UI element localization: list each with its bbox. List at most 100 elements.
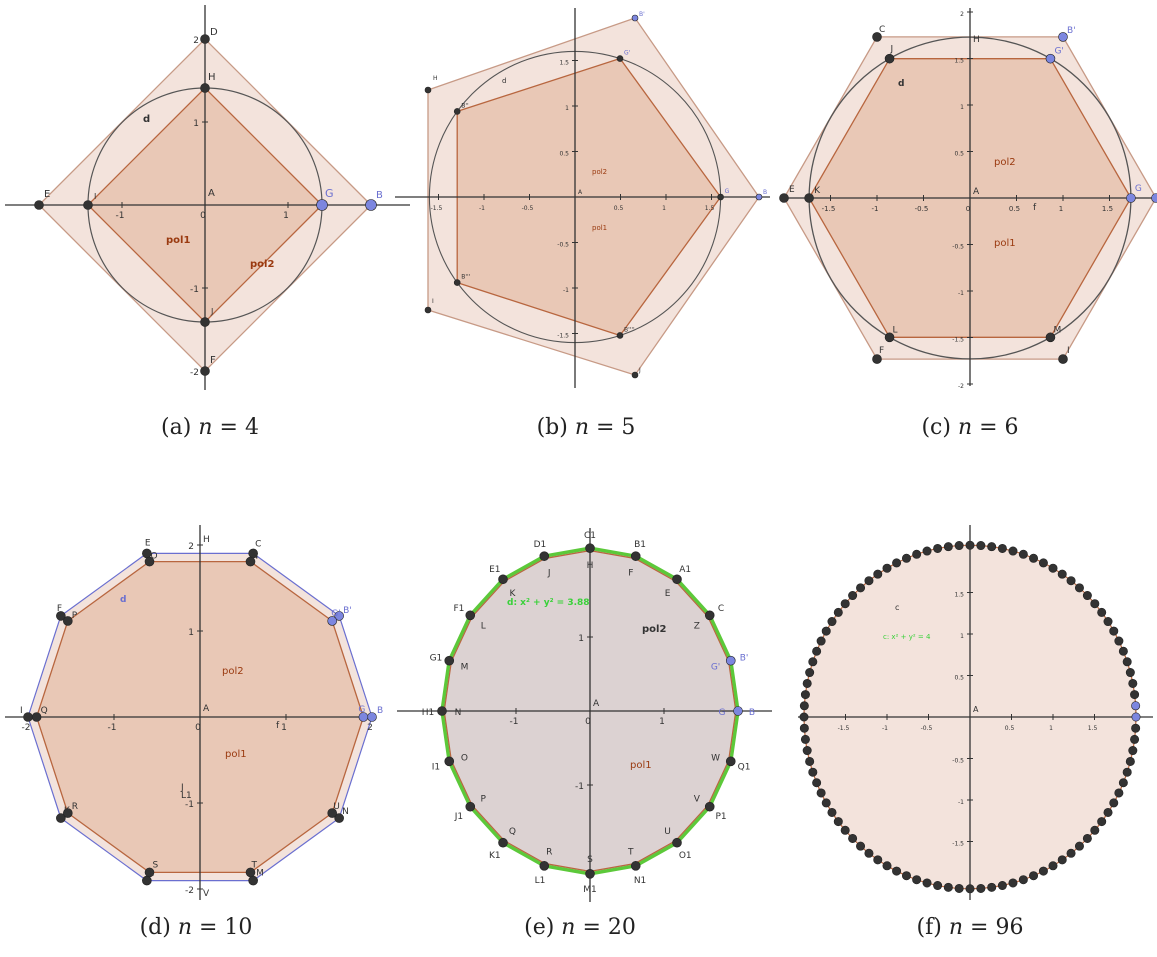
f-x-tick-label: 1 bbox=[1049, 725, 1053, 732]
inner-vertex-label-d: T bbox=[250, 860, 257, 870]
vertex-f bbox=[805, 756, 815, 766]
b-y-tick-label: 0.5 bbox=[559, 151, 569, 158]
c-y-tick-label: 0.5 bbox=[954, 151, 964, 158]
caption-e-var: n bbox=[561, 915, 576, 940]
e-x-tick-label: 0 bbox=[585, 717, 591, 727]
outer-vertex-label-b: J bbox=[638, 367, 641, 374]
outer-vertex-c bbox=[872, 32, 882, 42]
figure-b-svg: -1.5 -1 -0.5 0.5 1 1.5 1.5 1 0.5 -0.5 -1 -1.5 pol2 po… bbox=[395, 8, 770, 388]
inner-vertex-d bbox=[63, 808, 73, 818]
inner-vertex-d bbox=[31, 712, 42, 722]
outer-vertex-b bbox=[424, 306, 432, 314]
vertex-f bbox=[892, 866, 902, 876]
vertex-f bbox=[827, 617, 837, 627]
vertex-f bbox=[1130, 690, 1140, 700]
vertex-label-inner-e: R bbox=[546, 848, 552, 858]
vertex-f bbox=[1109, 626, 1119, 636]
a-x-tick-label: 1 bbox=[283, 211, 289, 221]
inner-vertex-label-c: L bbox=[893, 325, 898, 335]
outer-vertex-label-d: B bbox=[377, 706, 383, 716]
vertex-f bbox=[882, 563, 892, 573]
vertex-label-outer-e: C bbox=[718, 604, 724, 614]
caption-b-prefix: (b) bbox=[536, 415, 568, 440]
outer-vertex-label-c: B' bbox=[1067, 26, 1076, 36]
vertex-e bbox=[630, 551, 641, 561]
vertex-f bbox=[1038, 558, 1048, 568]
outer-label-c: pol1 bbox=[994, 238, 1016, 249]
vertex-label-b-a: B bbox=[376, 190, 383, 201]
vertex-e bbox=[539, 861, 550, 871]
vertex-f bbox=[965, 540, 975, 550]
panel-c: -1.5 -1 -0.5 0 0.5 1 1.5 2 1.5 1 0.5 -0.5 -1 -1.5 -2 po… bbox=[779, 0, 1157, 390]
outer-vertex-label-d: K bbox=[64, 806, 71, 816]
vertex-label-outer-e: J1 bbox=[454, 812, 463, 822]
f-y-tick-label: 0.5 bbox=[954, 675, 964, 682]
vertex-f bbox=[800, 690, 810, 700]
inner-vertex-b bbox=[616, 332, 624, 339]
vertex-e bbox=[672, 574, 682, 585]
inner-vertex-c bbox=[884, 53, 895, 64]
caption-e-prefix: (e) bbox=[524, 915, 555, 940]
top-label-d: H bbox=[203, 535, 210, 545]
inner-vertex-d bbox=[144, 556, 155, 567]
vertex-label-inner-e: K bbox=[509, 589, 516, 599]
vertex-f bbox=[808, 657, 818, 667]
caption-e: (e) n = 20 bbox=[460, 915, 700, 940]
vertex-f bbox=[873, 569, 883, 579]
caption-f-eq: = 96 bbox=[970, 915, 1024, 940]
vertex-f bbox=[1008, 546, 1018, 556]
vertex-f bbox=[943, 882, 953, 892]
vertex-f bbox=[1125, 668, 1135, 678]
figure-f-svg: -1.5 -1 -0.5 0.5 1 1.5 1.5 1 0.5 -0.5 -1 -1.5 c: x² … bbox=[798, 525, 1153, 900]
vertex-e bbox=[704, 610, 715, 621]
vertex-f bbox=[840, 825, 850, 835]
vertex-f bbox=[799, 701, 809, 711]
outer-vertex-label-d: I bbox=[20, 706, 23, 716]
inner-vertex-label-c: G' bbox=[1054, 47, 1063, 57]
caption-c-var: n bbox=[957, 415, 973, 440]
outer-vertex-d bbox=[23, 712, 33, 722]
vertex-f bbox=[799, 712, 809, 722]
origin-label-e: A bbox=[593, 699, 600, 709]
vertex-label-inner-e: E bbox=[665, 589, 671, 599]
inner-vertex-c bbox=[1045, 332, 1056, 343]
vertex-f bbox=[912, 549, 922, 559]
vertex-e bbox=[498, 837, 508, 848]
vertex-label-outer-e: N1 bbox=[634, 876, 646, 886]
outer-vertex-label-b: I bbox=[432, 298, 434, 305]
outer-vertex-label-d: E bbox=[145, 538, 151, 548]
inner-label-c: pol2 bbox=[994, 157, 1016, 168]
vertex-f bbox=[848, 833, 858, 843]
vertex-label-i-a: I bbox=[94, 192, 96, 201]
vertex-label-outer-e: C1 bbox=[584, 531, 596, 541]
vertex-e bbox=[539, 551, 550, 561]
vertex-f bbox=[1122, 657, 1132, 667]
vertex-f bbox=[816, 636, 826, 646]
vertex-label-outer-e: F1 bbox=[453, 604, 464, 614]
a-y-tick-label: 2 bbox=[193, 36, 199, 46]
f-y-tick-label: 1.5 bbox=[954, 592, 964, 599]
vertex-f bbox=[901, 871, 911, 881]
inner-vertex-label-c: K bbox=[814, 186, 821, 196]
caption-a: (a) n = 4 bbox=[90, 415, 330, 440]
vertex-label-inner-e: F bbox=[628, 568, 633, 578]
vertex-f bbox=[1057, 855, 1067, 865]
vertex-f bbox=[892, 558, 902, 568]
vertex-f bbox=[922, 546, 932, 556]
caption-d-prefix: (d) bbox=[139, 915, 171, 940]
vertex-f bbox=[1118, 778, 1128, 788]
figure-c-svg: -1.5 -1 -0.5 0 0.5 1 1.5 2 1.5 1 0.5 -0.5 -1 -1.5 -2 po… bbox=[779, 8, 1157, 390]
vertex-f bbox=[816, 788, 826, 798]
d-y-tick-label: -1 bbox=[185, 800, 194, 810]
vertex-f bbox=[1018, 875, 1028, 885]
caption-d: (d) n = 10 bbox=[76, 915, 316, 940]
d-x-tick-label: 0 bbox=[195, 723, 201, 733]
vertex-f bbox=[901, 553, 911, 563]
d-x-tick-label: 2 bbox=[367, 723, 373, 733]
f-x-tick-label: 0.5 bbox=[1005, 725, 1015, 732]
panel-f: -1.5 -1 -0.5 0.5 1 1.5 1.5 1 0.5 -0.5 -1 -1.5 c: x² … bbox=[795, 520, 1157, 905]
vertex-e bbox=[465, 801, 476, 812]
a-y-tick-label: -2 bbox=[190, 368, 199, 378]
vertex-f bbox=[1097, 607, 1107, 617]
vertex-e bbox=[733, 706, 743, 716]
